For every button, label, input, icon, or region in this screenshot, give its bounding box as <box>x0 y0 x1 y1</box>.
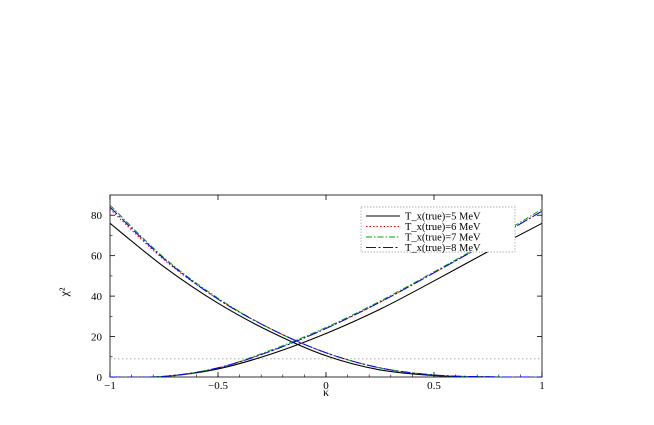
x-axis-label: κ <box>323 385 329 399</box>
y-tick-label: 20 <box>91 332 103 344</box>
y-tick-label: 0 <box>97 372 103 384</box>
y-axis-label: χ² <box>57 287 71 297</box>
x-tick-label: 0 <box>323 380 329 392</box>
x-tick-label: −1 <box>104 380 116 392</box>
y-tick-label: 40 <box>91 291 103 303</box>
legend-label: T_x(true)=5 MeV <box>405 212 481 223</box>
legend-label: T_x(true)=7 MeV <box>405 233 481 244</box>
legend-label: T_x(true)=6 MeV <box>405 222 481 233</box>
series-4-increasing-line <box>110 210 542 377</box>
x-tick-label: −0.5 <box>208 380 228 392</box>
x-tick-label: 1 <box>539 380 545 392</box>
series-4-decreasing-line <box>110 206 542 377</box>
legend-frame <box>360 206 516 253</box>
y-tick-label: 80 <box>91 210 103 222</box>
legend-label: T_x(true)=8 MeV <box>405 243 481 254</box>
x-tick-label: 0.5 <box>427 380 441 392</box>
y-tick-label: 60 <box>91 251 103 263</box>
